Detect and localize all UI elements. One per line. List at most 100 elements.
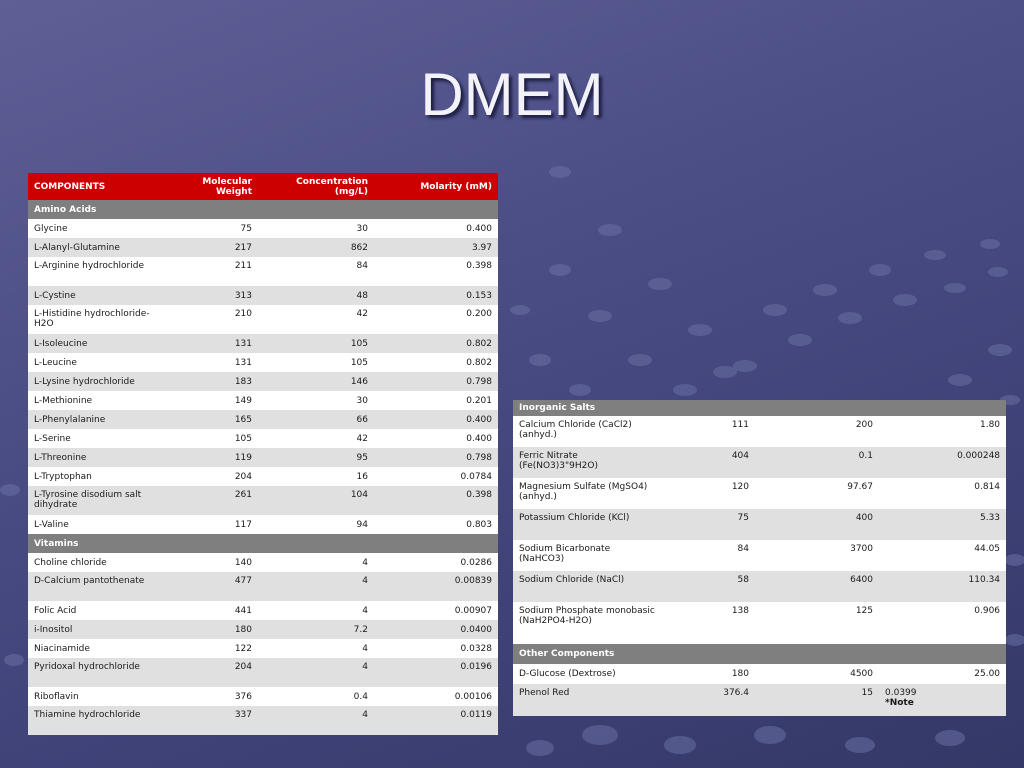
dmem-salts-table: Inorganic Salts Calcium Chloride (CaCl2) … bbox=[513, 400, 1007, 716]
table-row: L-Leucine 131 105 0.802 bbox=[28, 353, 498, 372]
cell-molarity: 0.398 bbox=[374, 486, 498, 515]
cell-molarity: 44.05 bbox=[879, 540, 1007, 571]
cell-molecular-weight: 204 bbox=[158, 658, 258, 687]
cell-concentration: 862 bbox=[258, 238, 374, 257]
cell-molarity: 0.0784 bbox=[374, 467, 498, 486]
table-row: Ferric Nitrate (Fe(NO3)3"9H2O) 404 0.1 0.00… bbox=[513, 447, 1007, 478]
section-header-row: Inorganic Salts bbox=[513, 400, 1007, 416]
cell-molecular-weight: 131 bbox=[158, 334, 258, 353]
cell-component: Folic Acid bbox=[28, 601, 158, 620]
cell-concentration: 105 bbox=[258, 353, 374, 372]
cell-concentration: 6400 bbox=[755, 571, 879, 602]
phenol-red-note: *Note bbox=[885, 698, 914, 708]
table-row: Potassium Chloride (KCl) 75 400 5.33 bbox=[513, 509, 1007, 540]
cell-concentration: 4 bbox=[258, 706, 374, 735]
slide-title: DMEM bbox=[420, 61, 604, 128]
cell-molarity: 0.803 bbox=[374, 515, 498, 534]
left-table-body: COMPONENTS Molecular Weight Concentratio… bbox=[28, 173, 498, 735]
cell-concentration: 97.67 bbox=[755, 478, 879, 509]
cell-molecular-weight: 111 bbox=[663, 416, 755, 447]
cell-molarity: 0.400 bbox=[374, 410, 498, 429]
cell-component: Ferric Nitrate (Fe(NO3)3"9H2O) bbox=[513, 447, 663, 478]
cell-molecular-weight: 75 bbox=[663, 509, 755, 540]
cell-molarity: 0.0328 bbox=[374, 639, 498, 658]
section-label: Inorganic Salts bbox=[513, 400, 1007, 416]
section-header-row: Other Components bbox=[513, 644, 1007, 664]
cell-concentration: 3700 bbox=[755, 540, 879, 571]
cell-concentration: 146 bbox=[258, 372, 374, 391]
cell-component: L-Lysine hydrochloride bbox=[28, 372, 158, 391]
cell-concentration: 400 bbox=[755, 509, 879, 540]
cell-molecular-weight: 180 bbox=[663, 664, 755, 684]
cell-concentration: 30 bbox=[258, 391, 374, 410]
cell-component: Thiamine hydrochloride bbox=[28, 706, 158, 735]
table-row: i-Inositol 180 7.2 0.0400 bbox=[28, 620, 498, 639]
cell-molarity: 0.153 bbox=[374, 286, 498, 305]
cell-molarity: 5.33 bbox=[879, 509, 1007, 540]
table-row: L-Serine 105 42 0.400 bbox=[28, 429, 498, 448]
cell-molecular-weight: 75 bbox=[158, 219, 258, 238]
cell-molarity: 0.906 bbox=[879, 602, 1007, 644]
table-row: Sodium Chloride (NaCl) 58 6400 110.34 bbox=[513, 571, 1007, 602]
cell-component: Niacinamide bbox=[28, 639, 158, 658]
cell-component: Sodium Chloride (NaCl) bbox=[513, 571, 663, 602]
cell-molarity: 0.000248 bbox=[879, 447, 1007, 478]
header-molarity: Molarity (mM) bbox=[374, 173, 498, 200]
cell-molecular-weight: 210 bbox=[158, 305, 258, 334]
cell-molarity: 0.00106 bbox=[374, 687, 498, 706]
cell-concentration: 16 bbox=[258, 467, 374, 486]
cell-concentration: 95 bbox=[258, 448, 374, 467]
cell-component: L-Leucine bbox=[28, 353, 158, 372]
cell-molecular-weight: 138 bbox=[663, 602, 755, 644]
cell-molarity: 0.0119 bbox=[374, 706, 498, 735]
table-row: Thiamine hydrochloride 337 4 0.0119 bbox=[28, 706, 498, 735]
cell-component: L-Cystine bbox=[28, 286, 158, 305]
cell-component: L-Phenylalanine bbox=[28, 410, 158, 429]
cell-component: Sodium Bicarbonate (NaHCO3) bbox=[513, 540, 663, 571]
cell-molecular-weight: 120 bbox=[663, 478, 755, 509]
dmem-components-table: COMPONENTS Molecular Weight Concentratio… bbox=[28, 173, 498, 735]
section-header-row: Amino Acids bbox=[28, 200, 498, 219]
table-row: L-Isoleucine 131 105 0.802 bbox=[28, 334, 498, 353]
table-row: Riboflavin 376 0.4 0.00106 bbox=[28, 687, 498, 706]
cell-concentration: 4 bbox=[258, 658, 374, 687]
table-row: Phenol Red 376.4 15 0.0399 *Note bbox=[513, 684, 1007, 716]
cell-concentration: 200 bbox=[755, 416, 879, 447]
cell-molecular-weight: 165 bbox=[158, 410, 258, 429]
cell-component: L-Alanyl-Glutamine bbox=[28, 238, 158, 257]
cell-component: Glycine bbox=[28, 219, 158, 238]
table-row: L-Valine 117 94 0.803 bbox=[28, 515, 498, 534]
table-row: L-Threonine 119 95 0.798 bbox=[28, 448, 498, 467]
cell-concentration: 42 bbox=[258, 429, 374, 448]
cell-component: Pyridoxal hydrochloride bbox=[28, 658, 158, 687]
cell-molarity: 3.97 bbox=[374, 238, 498, 257]
cell-concentration: 7.2 bbox=[258, 620, 374, 639]
cell-component: Magnesium Sulfate (MgSO4) (anhyd.) bbox=[513, 478, 663, 509]
cell-molarity: 0.802 bbox=[374, 334, 498, 353]
section-label: Other Components bbox=[513, 644, 1007, 664]
table-header-row: COMPONENTS Molecular Weight Concentratio… bbox=[28, 173, 498, 200]
cell-molecular-weight: 131 bbox=[158, 353, 258, 372]
header-components: COMPONENTS bbox=[28, 173, 158, 200]
table-row: Glycine 75 30 0.400 bbox=[28, 219, 498, 238]
cell-component: Riboflavin bbox=[28, 687, 158, 706]
right-table-body: Inorganic Salts Calcium Chloride (CaCl2) … bbox=[513, 400, 1007, 716]
cell-molarity: 110.34 bbox=[879, 571, 1007, 602]
cell-molarity: 0.398 bbox=[374, 257, 498, 286]
cell-concentration: 84 bbox=[258, 257, 374, 286]
table-row: Magnesium Sulfate (MgSO4) (anhyd.) 120 97.… bbox=[513, 478, 1007, 509]
cell-concentration: 104 bbox=[258, 486, 374, 515]
cell-component: Phenol Red bbox=[513, 684, 663, 716]
cell-molecular-weight: 180 bbox=[158, 620, 258, 639]
cell-concentration: 4 bbox=[258, 572, 374, 601]
cell-concentration: 15 bbox=[755, 684, 879, 716]
cell-molarity: 0.0399 *Note bbox=[879, 684, 1007, 716]
cell-concentration: 0.4 bbox=[258, 687, 374, 706]
header-molecular-weight: Molecular Weight bbox=[158, 173, 258, 200]
cell-molecular-weight: 84 bbox=[663, 540, 755, 571]
cell-component: L-Methionine bbox=[28, 391, 158, 410]
table-row: L-Lysine hydrochloride 183 146 0.798 bbox=[28, 372, 498, 391]
cell-molecular-weight: 441 bbox=[158, 601, 258, 620]
cell-component: L-Tyrosine disodium salt dihydrate bbox=[28, 486, 158, 515]
cell-molecular-weight: 217 bbox=[158, 238, 258, 257]
